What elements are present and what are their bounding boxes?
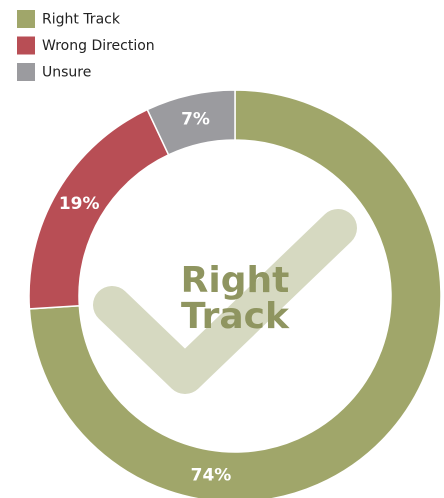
center-label: Right Track bbox=[181, 260, 290, 337]
legend-label: Unsure bbox=[42, 65, 91, 81]
legend: Right Track Wrong Direction Unsure bbox=[17, 10, 155, 81]
legend-label: Right Track bbox=[42, 12, 121, 28]
value-label: 19% bbox=[59, 194, 100, 214]
legend-label: Wrong Direction bbox=[42, 38, 155, 54]
value-label: 74% bbox=[191, 465, 232, 485]
legend-swatch bbox=[17, 10, 35, 28]
check-mark bbox=[93, 209, 357, 394]
legend-swatch bbox=[17, 36, 35, 55]
value-label: 7% bbox=[181, 109, 210, 129]
legend-swatch bbox=[17, 63, 35, 81]
donut: 74% 19% 7% bbox=[28, 89, 442, 498]
donut-segment bbox=[146, 89, 236, 156]
donut-segment bbox=[28, 89, 442, 498]
